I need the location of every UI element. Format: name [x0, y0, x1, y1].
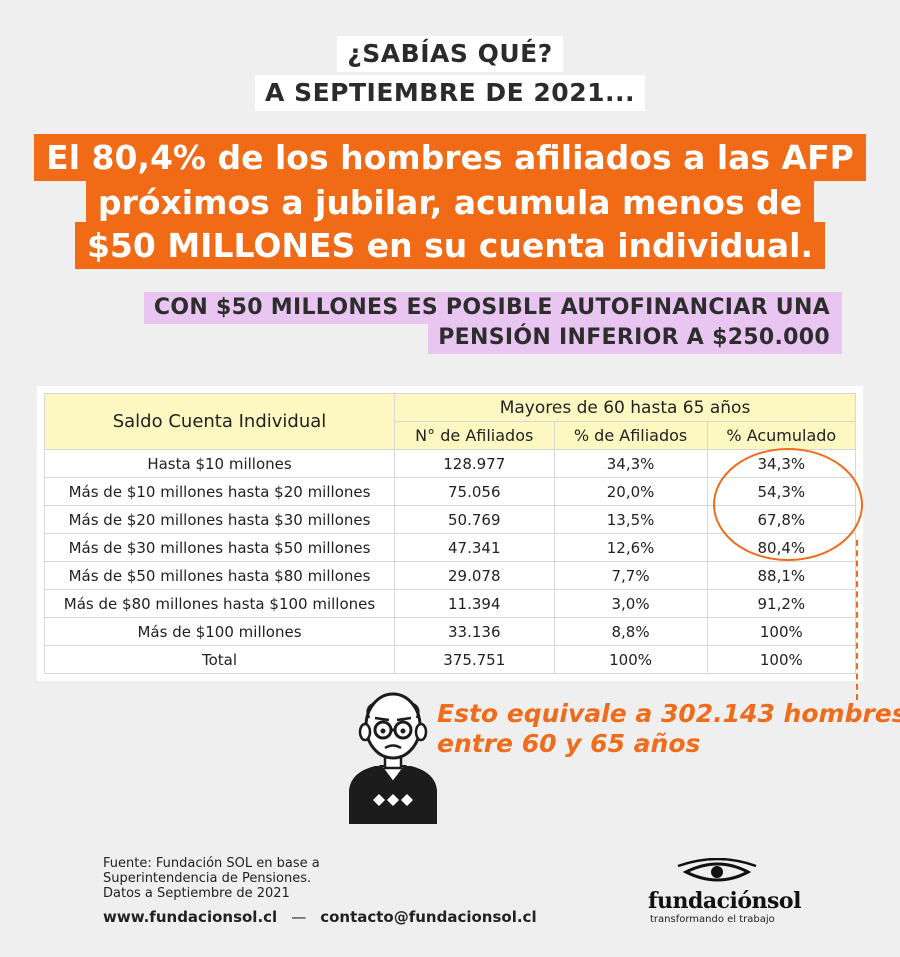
- cell-pct: 12,6%: [553, 533, 708, 562]
- subheadline-text-1: CON $50 MILLONES ES POSIBLE AUTOFINANCIA…: [143, 292, 842, 324]
- row-label: Más de $10 millones hasta $20 millones: [44, 477, 395, 506]
- col-header-acumulado: % Acumulado: [706, 421, 857, 450]
- cell-pct: 7,7%: [553, 561, 708, 590]
- subheadline-line-2: PENSIÓN INFERIOR A $250.000: [428, 322, 842, 354]
- cell-afiliados: 47.341: [394, 533, 555, 562]
- source-line-2: Superintendencia de Pensiones.: [103, 871, 312, 886]
- headline-line-1: El 80,4% de los hombres afiliados a las …: [0, 134, 900, 181]
- table-row: Más de $80 millones hasta $100 millones …: [44, 589, 857, 618]
- header-line-2: A SEPTIEMBRE DE 2021...: [0, 75, 900, 111]
- callout-line-2: entre 60 y 65 años: [437, 729, 701, 758]
- subheadline-line-1: CON $50 MILLONES ES POSIBLE AUTOFINANCIA…: [143, 292, 842, 324]
- table-row: Más de $50 millones hasta $80 millones 2…: [44, 561, 857, 590]
- col-header-pct-afiliados: % de Afiliados: [553, 421, 708, 450]
- cell-pct: 34,3%: [553, 449, 708, 478]
- row-label: Más de $80 millones hasta $100 millones: [44, 589, 395, 618]
- cell-afiliados: 75.056: [394, 477, 555, 506]
- table-row-total: Total 375.751 100% 100%: [44, 645, 857, 674]
- col-header-afiliados: N° de Afiliados: [394, 421, 555, 450]
- callout-line-1: Esto equivale a 302.143 hombres: [437, 699, 900, 728]
- cell-acumulado: 100%: [706, 617, 857, 646]
- cell-acumulado: 91,2%: [706, 589, 857, 618]
- logo-tagline: transformando el trabajo: [650, 914, 775, 925]
- callout-text: Esto equivale a 302.143 hombres entre 60…: [437, 699, 900, 759]
- contact-line: www.fundacionsol.cl — contacto@fundacionso…: [103, 908, 537, 926]
- pension-table: Saldo Cuenta Individual Mayores de 60 ha…: [44, 393, 857, 674]
- row-label: Total: [44, 645, 395, 674]
- cell-afiliados: 29.078: [394, 561, 555, 590]
- cell-pct: 13,5%: [553, 505, 708, 534]
- source-line-1: Fuente: Fundación SOL en base a: [103, 856, 320, 871]
- fundacion-sol-logo-icon: [677, 858, 757, 882]
- email-link[interactable]: contacto@fundacionsol.cl: [320, 908, 537, 926]
- row-label: Hasta $10 millones: [44, 449, 395, 478]
- headline-line-3: $50 MILLONES en su cuenta individual.: [0, 222, 900, 269]
- header-date: A SEPTIEMBRE DE 2021...: [255, 75, 645, 111]
- cell-pct: 3,0%: [553, 589, 708, 618]
- cell-acumulado: 88,1%: [706, 561, 857, 590]
- headline-text-3: $50 MILLONES en su cuenta individual.: [74, 222, 826, 269]
- header-line-1: ¿SABÍAS QUÉ?: [0, 36, 900, 72]
- cell-pct: 8,8%: [553, 617, 708, 646]
- data-table-container: Saldo Cuenta Individual Mayores de 60 ha…: [37, 386, 863, 681]
- header-question: ¿SABÍAS QUÉ?: [337, 36, 563, 72]
- row-label: Más de $100 millones: [44, 617, 395, 646]
- group-header: Mayores de 60 hasta 65 años: [394, 393, 856, 422]
- cell-afiliados: 33.136: [394, 617, 555, 646]
- row-header: Saldo Cuenta Individual: [44, 393, 395, 450]
- cell-acumulado: 100%: [706, 645, 857, 674]
- contact-separator: —: [291, 908, 307, 926]
- headline-line-2: próximos a jubilar, acumula menos de: [0, 179, 900, 226]
- cell-afiliados: 375.751: [394, 645, 555, 674]
- dashed-connector: [856, 540, 858, 700]
- source-note: Fuente: Fundación SOL en base a Superint…: [103, 856, 320, 901]
- website-link[interactable]: www.fundacionsol.cl: [103, 908, 278, 926]
- cell-pct: 100%: [553, 645, 708, 674]
- cell-afiliados: 128.977: [394, 449, 555, 478]
- table-row: Más de $100 millones 33.136 8,8% 100%: [44, 617, 857, 646]
- old-man-icon: [349, 692, 437, 824]
- source-line-3: Datos a Septiembre de 2021: [103, 886, 290, 901]
- cell-afiliados: 50.769: [394, 505, 555, 534]
- headline-text-1: El 80,4% de los hombres afiliados a las …: [34, 134, 866, 181]
- cell-afiliados: 11.394: [394, 589, 555, 618]
- logo-name: fundaciónsol: [648, 888, 801, 914]
- row-label: Más de $20 millones hasta $30 millones: [44, 505, 395, 534]
- highlight-ellipse: [713, 448, 863, 561]
- row-label: Más de $30 millones hasta $50 millones: [44, 533, 395, 562]
- subheadline-text-2: PENSIÓN INFERIOR A $250.000: [428, 322, 842, 354]
- headline-text-2: próximos a jubilar, acumula menos de: [85, 179, 815, 226]
- row-label: Más de $50 millones hasta $80 millones: [44, 561, 395, 590]
- cell-pct: 20,0%: [553, 477, 708, 506]
